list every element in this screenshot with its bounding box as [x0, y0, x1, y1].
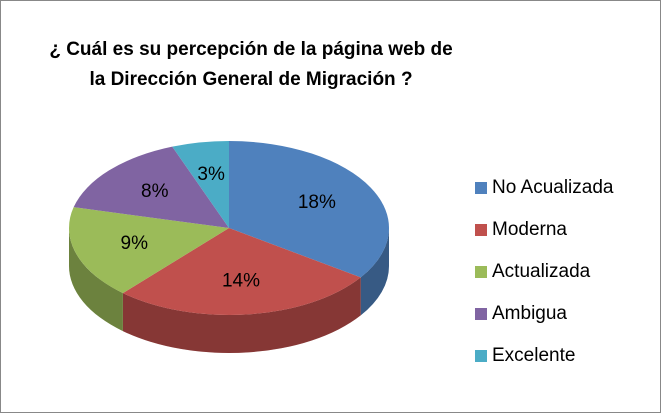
- slice-side-shade: [122, 277, 361, 353]
- legend-swatch: [475, 266, 487, 278]
- legend-swatch: [475, 308, 487, 320]
- slice: [172, 141, 229, 228]
- legend-swatch: [475, 350, 487, 362]
- legend-swatch: [475, 182, 487, 194]
- data-label: 14%: [222, 271, 260, 292]
- slice-side-shade: [69, 228, 123, 332]
- slice-side: [122, 277, 361, 353]
- slice: [122, 228, 361, 316]
- legend-label: Ambigua: [492, 303, 567, 324]
- slice: [229, 141, 390, 278]
- data-label: 3%: [197, 164, 225, 185]
- legend-label: Actualizada: [492, 261, 591, 282]
- slice-side: [360, 228, 389, 316]
- legend-swatch: [475, 224, 487, 236]
- slice: [73, 146, 229, 228]
- data-label: 18%: [298, 192, 336, 213]
- legend-label: No Acualizada: [492, 177, 614, 198]
- slice: [69, 207, 229, 294]
- legend-label: Excelente: [492, 345, 575, 366]
- data-label: 9%: [121, 233, 149, 254]
- slice-side-shade: [360, 228, 389, 316]
- chart-title: ¿ Cuál es su percepción de la página web…: [49, 39, 453, 90]
- legend-label: Moderna: [492, 219, 567, 240]
- data-label: 8%: [141, 181, 169, 202]
- slice-side: [69, 228, 123, 332]
